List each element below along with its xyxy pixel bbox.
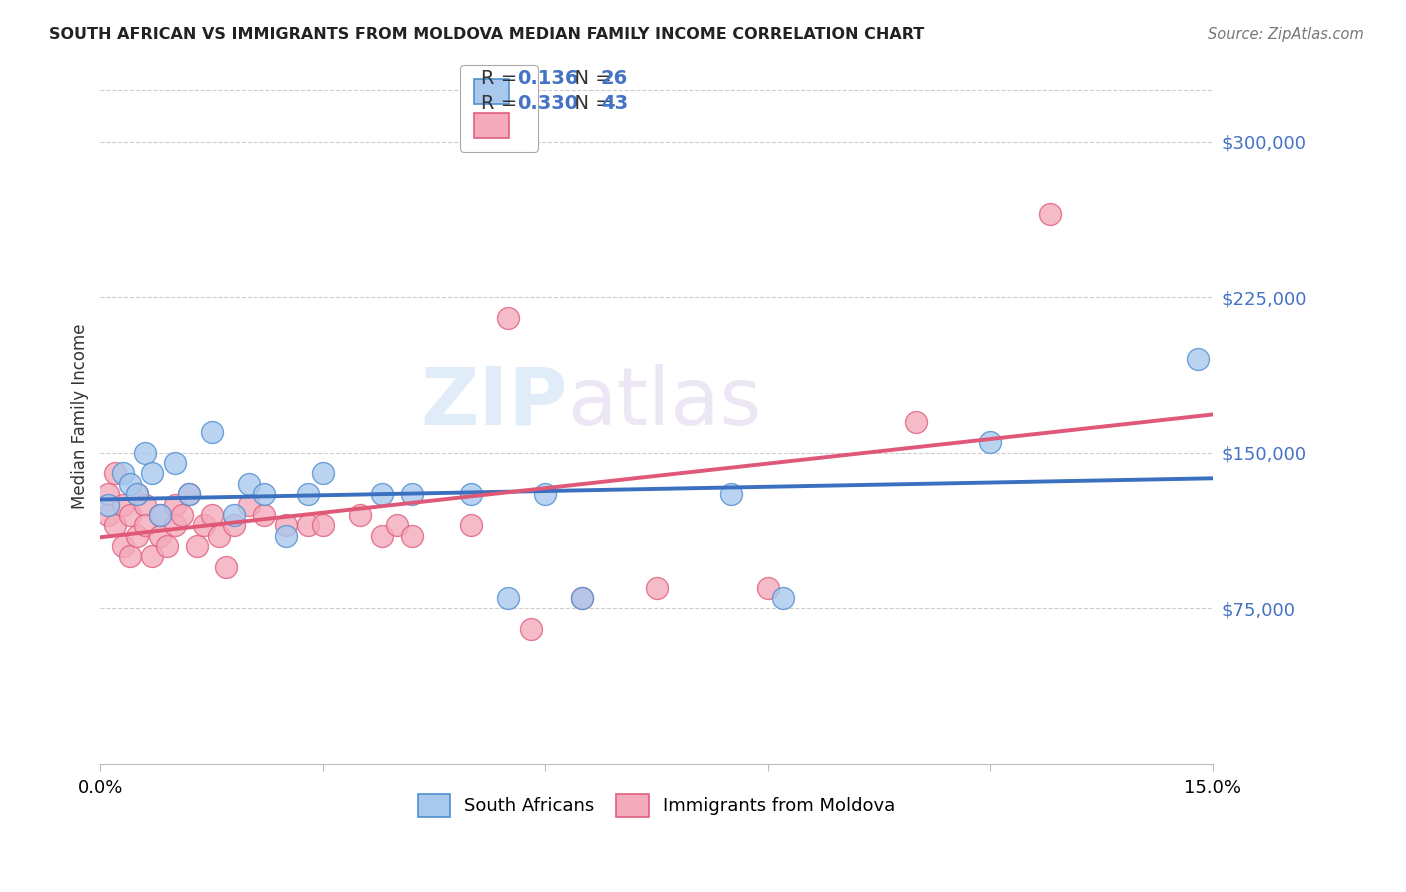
Point (97, 498, 120, 512)
Point (349, 508, 371, 522)
Point (179, 487, 201, 501)
Point (645, 581, 668, 595)
Legend: South Africans, Immigrants from Moldova: South Africans, Immigrants from Moldova (411, 787, 903, 824)
Point (104, 518, 127, 533)
Text: 43: 43 (600, 94, 628, 112)
Point (118, 508, 141, 522)
Text: N =: N = (562, 94, 619, 112)
Text: 26: 26 (600, 69, 628, 87)
Point (460, 487, 482, 501)
Point (104, 467, 127, 481)
Point (312, 467, 335, 481)
Point (571, 591, 593, 605)
Point (496, 310, 519, 325)
Point (571, 591, 593, 605)
Text: N =: N = (562, 69, 619, 87)
Point (186, 539, 208, 553)
Point (756, 581, 779, 595)
Point (200, 508, 222, 522)
Point (156, 539, 179, 553)
Point (200, 425, 222, 439)
Point (193, 518, 215, 533)
Point (163, 456, 186, 470)
Point (252, 487, 274, 501)
Text: 0.136: 0.136 (517, 69, 579, 87)
Point (401, 487, 423, 501)
Point (772, 591, 794, 605)
Point (297, 518, 319, 533)
Text: R =: R = (481, 69, 523, 87)
Point (149, 508, 172, 522)
Point (371, 529, 394, 543)
Point (127, 529, 149, 543)
Point (179, 487, 201, 501)
Point (134, 446, 156, 460)
Point (127, 487, 149, 501)
Point (1187, 352, 1209, 367)
Point (312, 518, 335, 533)
Point (111, 539, 134, 553)
Point (238, 498, 260, 512)
Point (134, 498, 156, 512)
Text: Source: ZipAtlas.com: Source: ZipAtlas.com (1208, 27, 1364, 42)
Point (97, 487, 120, 501)
Point (163, 498, 186, 512)
Point (274, 518, 297, 533)
Point (118, 549, 141, 564)
Point (496, 591, 519, 605)
Point (222, 508, 245, 522)
Point (1039, 207, 1062, 221)
Point (297, 487, 319, 501)
Point (149, 529, 172, 543)
Point (127, 487, 149, 501)
Point (905, 415, 928, 429)
Text: R =: R = (481, 94, 523, 112)
Point (238, 476, 260, 491)
Point (170, 508, 193, 522)
Text: 0.330: 0.330 (517, 94, 579, 112)
Point (141, 467, 163, 481)
Point (118, 476, 141, 491)
Point (215, 559, 238, 574)
Point (401, 529, 423, 543)
Point (208, 529, 231, 543)
Point (111, 467, 134, 481)
Point (97, 508, 120, 522)
Point (149, 508, 172, 522)
Point (534, 487, 557, 501)
Point (141, 549, 163, 564)
Point (134, 518, 156, 533)
Point (460, 518, 482, 533)
Text: ZIP: ZIP (420, 364, 568, 442)
Text: atlas: atlas (568, 364, 762, 442)
Point (385, 518, 408, 533)
Text: SOUTH AFRICAN VS IMMIGRANTS FROM MOLDOVA MEDIAN FAMILY INCOME CORRELATION CHART: SOUTH AFRICAN VS IMMIGRANTS FROM MOLDOVA… (49, 27, 925, 42)
Point (252, 508, 274, 522)
Y-axis label: Median Family Income: Median Family Income (72, 324, 89, 509)
Point (163, 518, 186, 533)
Point (111, 498, 134, 512)
Point (720, 487, 742, 501)
Point (979, 435, 1001, 450)
Point (519, 622, 541, 636)
Point (274, 529, 297, 543)
Point (222, 518, 245, 533)
Point (371, 487, 394, 501)
